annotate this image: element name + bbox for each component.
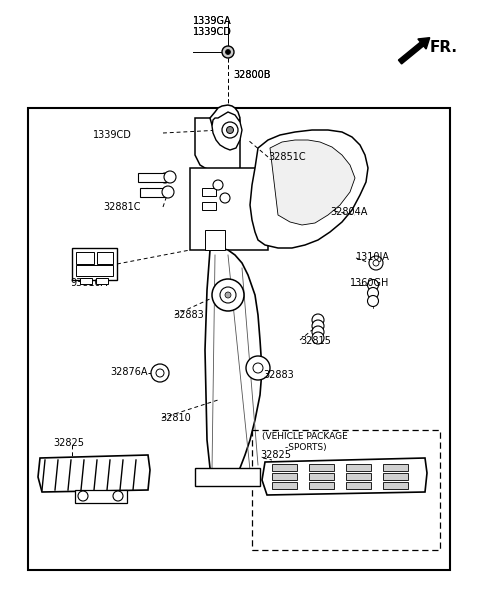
- Circle shape: [113, 491, 123, 501]
- Text: 32876A: 32876A: [110, 367, 147, 377]
- Bar: [252, 430, 440, 550]
- Text: 32804A: 32804A: [330, 207, 367, 217]
- Text: 32825: 32825: [53, 438, 84, 448]
- Circle shape: [312, 314, 324, 326]
- Bar: [202, 202, 216, 210]
- Bar: [190, 168, 268, 250]
- Bar: [140, 188, 168, 197]
- Circle shape: [220, 193, 230, 203]
- Circle shape: [78, 491, 88, 501]
- Bar: [346, 464, 371, 471]
- Polygon shape: [250, 130, 368, 248]
- Text: 1310JA: 1310JA: [356, 252, 390, 262]
- Text: 32825: 32825: [260, 450, 291, 460]
- Bar: [346, 473, 371, 480]
- Circle shape: [220, 287, 236, 303]
- Text: 1339CD: 1339CD: [193, 27, 232, 37]
- Bar: [72, 248, 117, 280]
- Text: 32800B: 32800B: [233, 70, 271, 80]
- Bar: [138, 173, 168, 182]
- Polygon shape: [210, 105, 240, 135]
- Text: 32810: 32810: [160, 413, 191, 423]
- Circle shape: [213, 180, 223, 190]
- Circle shape: [312, 332, 324, 344]
- Polygon shape: [205, 248, 262, 478]
- Circle shape: [162, 186, 174, 198]
- Text: 1339GA: 1339GA: [193, 16, 232, 26]
- Circle shape: [369, 256, 383, 270]
- Bar: [76, 265, 113, 276]
- Bar: [309, 473, 334, 480]
- Bar: [309, 464, 334, 471]
- Text: 1339CD: 1339CD: [193, 27, 232, 37]
- Bar: [202, 188, 216, 196]
- Circle shape: [312, 320, 324, 332]
- Bar: [205, 230, 225, 250]
- Circle shape: [212, 279, 244, 311]
- Text: -SPORTS): -SPORTS): [262, 443, 326, 452]
- Bar: [346, 482, 371, 489]
- Circle shape: [160, 173, 170, 183]
- Circle shape: [368, 296, 379, 307]
- Text: 32815: 32815: [300, 336, 331, 346]
- Circle shape: [156, 369, 164, 377]
- Bar: [383, 482, 408, 489]
- Polygon shape: [262, 458, 427, 495]
- Text: FR.: FR.: [430, 40, 458, 55]
- Polygon shape: [212, 112, 242, 150]
- Bar: [383, 473, 408, 480]
- Bar: [96, 278, 108, 284]
- Circle shape: [246, 356, 270, 380]
- Circle shape: [162, 187, 172, 197]
- Polygon shape: [195, 118, 240, 175]
- Text: (VEHICLE PACKAGE: (VEHICLE PACKAGE: [262, 432, 348, 441]
- Circle shape: [312, 326, 324, 338]
- Bar: [75, 490, 127, 503]
- Bar: [383, 464, 408, 471]
- Text: 93810A: 93810A: [70, 278, 107, 288]
- Bar: [309, 482, 334, 489]
- Circle shape: [151, 364, 169, 382]
- Text: 1339CD: 1339CD: [93, 130, 132, 140]
- FancyArrow shape: [398, 38, 430, 64]
- Bar: [195, 468, 260, 486]
- Text: 32883: 32883: [173, 310, 204, 320]
- Text: 32800B: 32800B: [233, 70, 271, 80]
- Bar: [272, 473, 297, 480]
- Bar: [28, 108, 450, 570]
- Bar: [80, 278, 92, 284]
- Circle shape: [253, 363, 263, 373]
- Bar: [76, 252, 94, 264]
- Circle shape: [227, 126, 233, 133]
- Circle shape: [368, 288, 379, 299]
- Polygon shape: [38, 455, 150, 492]
- Text: 1360GH: 1360GH: [350, 278, 389, 288]
- Polygon shape: [270, 140, 355, 225]
- Bar: [272, 482, 297, 489]
- Text: 32881C: 32881C: [103, 202, 141, 212]
- Circle shape: [164, 171, 176, 183]
- Bar: [97, 252, 113, 264]
- Circle shape: [368, 279, 379, 290]
- Bar: [272, 464, 297, 471]
- Circle shape: [225, 292, 231, 298]
- Circle shape: [226, 49, 230, 54]
- Text: 1339GA: 1339GA: [193, 16, 232, 26]
- Circle shape: [222, 122, 238, 138]
- Text: 32851C: 32851C: [268, 152, 306, 162]
- Circle shape: [222, 46, 234, 58]
- Circle shape: [373, 260, 379, 266]
- Text: 32883: 32883: [263, 370, 294, 380]
